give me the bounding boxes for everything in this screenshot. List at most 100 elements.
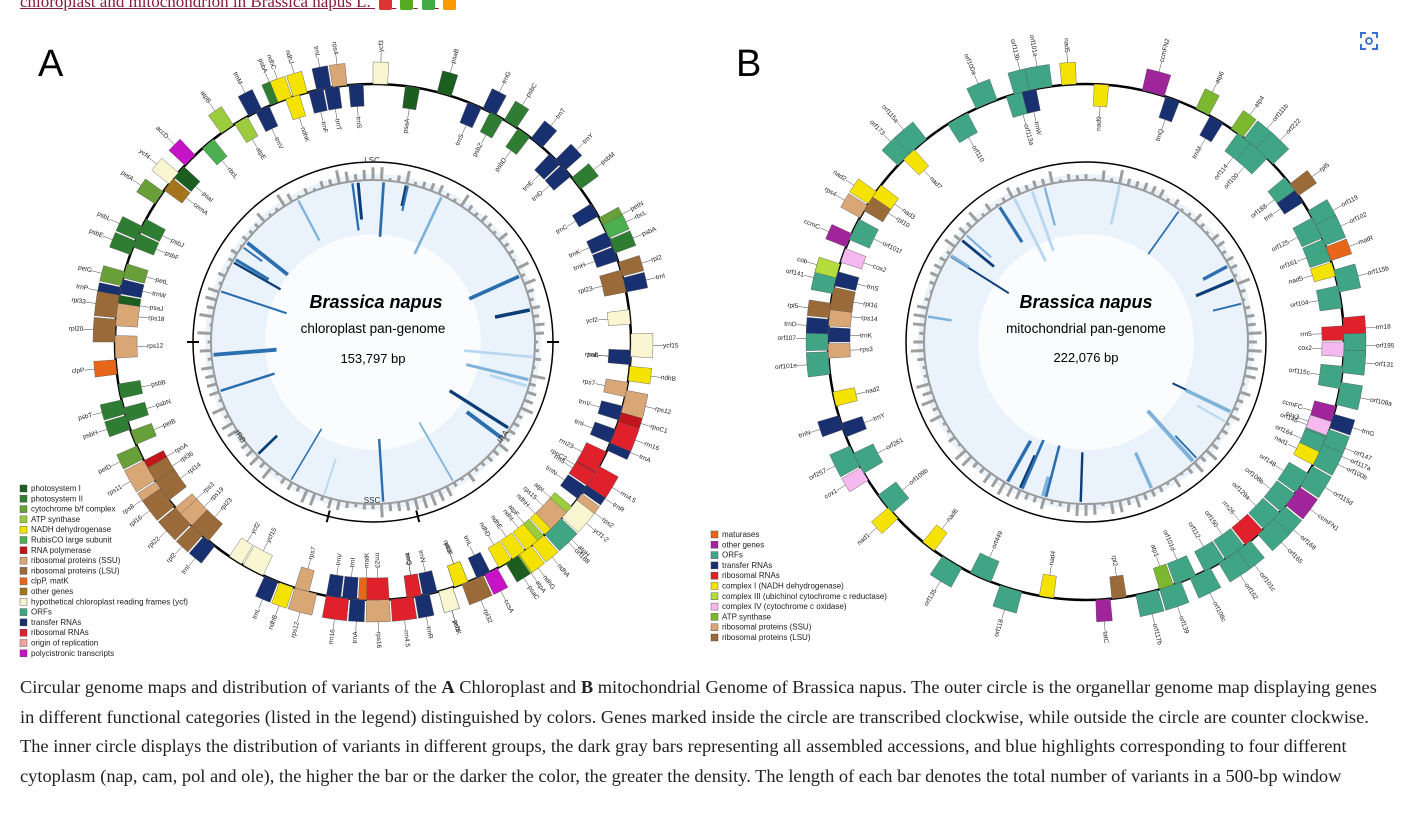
gene-label: trnV xyxy=(578,398,592,408)
gene-block xyxy=(1316,285,1342,312)
gene-label: psbL xyxy=(96,210,112,222)
gene-block xyxy=(603,378,629,397)
gene-label: ndhD xyxy=(478,521,492,538)
legend-swatch xyxy=(710,592,719,600)
gene-label: rrn18 xyxy=(1375,323,1391,331)
gene-block xyxy=(242,545,273,576)
gene-label: trnR xyxy=(425,626,434,640)
gene-label: rpl16 xyxy=(128,514,144,529)
gene-label: rrn5 xyxy=(1300,331,1312,338)
legend-swatch xyxy=(19,495,28,503)
gene-label: atp4 xyxy=(1253,94,1266,109)
gene-block xyxy=(534,153,561,180)
gene-label: trnP xyxy=(76,283,89,292)
gene-label: orf257 xyxy=(808,467,828,482)
legend-label: cytochrome b/f complex xyxy=(31,505,115,514)
gene-label: rps2 xyxy=(600,516,615,529)
gene-label: rpoB xyxy=(585,351,599,359)
gene-label: orf100 xyxy=(1223,172,1241,191)
gene-block xyxy=(342,576,359,600)
gene-block xyxy=(827,343,851,359)
gene-label: rpl32 xyxy=(481,608,493,624)
gene-label: nad5 xyxy=(1288,275,1304,286)
pdf-icon[interactable] xyxy=(379,0,393,10)
gene-block xyxy=(436,70,459,97)
gene-block xyxy=(1248,497,1280,530)
gene-label: cox2 xyxy=(872,263,888,274)
gene-label: trnT xyxy=(333,118,342,131)
gene-label: trnI xyxy=(349,557,357,567)
panel-b-subtitle: mitochondrial pan-genome xyxy=(1006,321,1166,336)
gene-label: clpP xyxy=(71,367,84,375)
gene-label: rbcL xyxy=(226,166,240,180)
gene-label: trnD xyxy=(784,321,797,329)
legend-swatch xyxy=(19,484,28,493)
gene-label: ndhB xyxy=(660,374,676,383)
gene-block xyxy=(1158,96,1180,123)
gene-label: psbT xyxy=(78,412,94,422)
legend-swatch xyxy=(710,551,719,559)
gene-label: orf173 xyxy=(868,119,886,137)
legend-label: complex III (ubichinol cytochrome c redu… xyxy=(722,592,887,601)
gene-label: psbN xyxy=(155,398,172,409)
gene-block xyxy=(328,63,348,88)
legend-swatch xyxy=(19,546,28,554)
gene-block xyxy=(504,100,530,128)
gene-label: nad5 xyxy=(1062,38,1070,53)
gene-block xyxy=(104,415,131,438)
gene-block xyxy=(817,415,844,438)
gene-label: psaA xyxy=(402,118,411,134)
gene-block xyxy=(311,65,332,91)
gene-label: rpoC1 xyxy=(649,423,668,435)
gene-label: orf115b xyxy=(1367,265,1390,277)
gene-label: orf449 xyxy=(991,530,1005,550)
gene-label: psaJ xyxy=(149,304,164,313)
gene-label: orf101c xyxy=(1258,571,1277,593)
gene-label: orf113a xyxy=(1022,123,1035,146)
crossref-icon[interactable] xyxy=(400,0,414,10)
gene-label: orf101a xyxy=(1028,34,1039,57)
legend-label: transfer RNAs xyxy=(722,561,772,570)
gene-label: rps7 xyxy=(582,378,596,387)
gene-block xyxy=(94,291,120,318)
gene-block xyxy=(136,178,164,205)
gene-block xyxy=(403,573,422,598)
gene-label: petL xyxy=(155,276,169,286)
gene-block xyxy=(123,401,149,422)
gene-block xyxy=(505,128,531,155)
gene-label: rps4 xyxy=(823,186,838,199)
gene-label: orf112 xyxy=(1186,521,1201,540)
gene-block xyxy=(1109,574,1127,599)
legend-label: polycistronic transcripts xyxy=(31,649,114,658)
gene-label: trnV xyxy=(273,136,285,150)
gene-label: psaI xyxy=(201,191,215,204)
scholar-icon[interactable] xyxy=(421,0,435,10)
caption-a: A xyxy=(441,677,455,697)
gene-block xyxy=(109,232,136,255)
gene-block xyxy=(308,88,328,114)
figure-title-text[interactable]: chloroplast and mitochondrion in Brassic… xyxy=(20,0,371,11)
legend-label: photosystem II xyxy=(31,494,83,503)
legend-swatch xyxy=(19,526,28,534)
legend-label: NADH dehydrogenase xyxy=(31,525,112,534)
panel-a-label: A xyxy=(38,43,64,85)
gene-label: trnC xyxy=(555,223,569,235)
gene-block xyxy=(1231,513,1263,546)
gene-label: rpl23 xyxy=(578,285,594,295)
altmetric-icon[interactable] xyxy=(442,0,456,10)
gene-label: ycf3 xyxy=(378,40,385,52)
gene-label: rrn16 xyxy=(643,441,660,453)
gene-block xyxy=(532,535,559,563)
gene-label: trnM xyxy=(231,71,243,86)
figure-title-link[interactable]: chloroplast and mitochondrion in Brassic… xyxy=(20,0,456,12)
panel-b-size: 222,076 bp xyxy=(1053,350,1118,365)
gene-label: rrn16 xyxy=(328,628,337,644)
legend-label: ATP synthase xyxy=(31,515,81,524)
gene-label: ndhJ xyxy=(284,49,295,65)
gene-label: trnS xyxy=(866,283,880,293)
gene-label: orf119 xyxy=(1340,194,1359,209)
gene-label: petG xyxy=(77,264,92,274)
expand-icon[interactable] xyxy=(1358,30,1380,52)
gene-label: trnY xyxy=(872,412,886,423)
